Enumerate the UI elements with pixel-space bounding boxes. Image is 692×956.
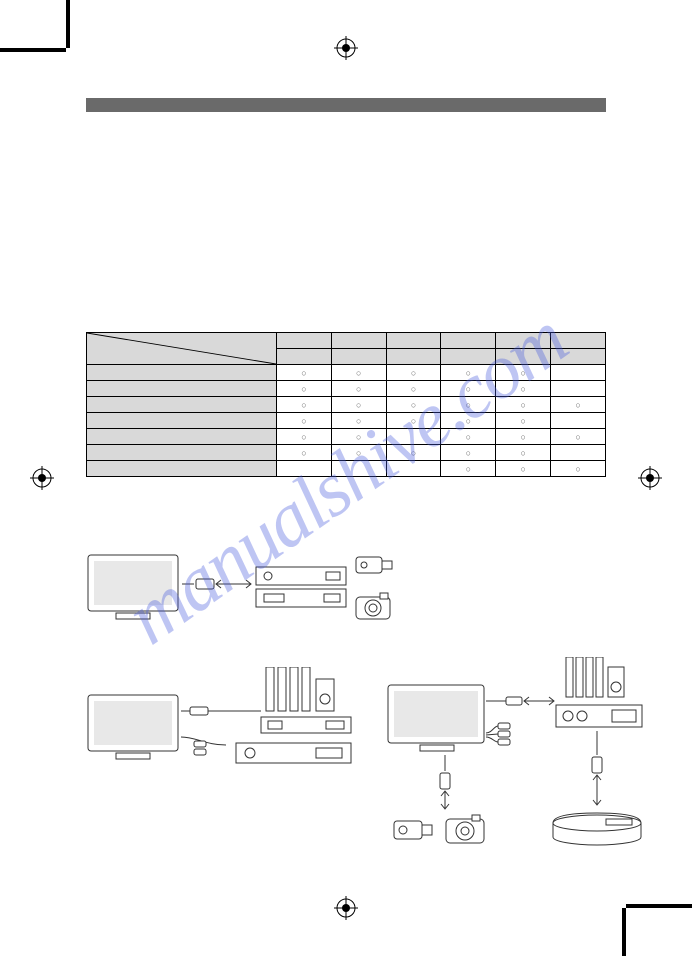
table-cell: ○	[441, 461, 496, 477]
table-cell: ○	[277, 397, 332, 413]
table-corner-cell	[87, 333, 277, 365]
connection-diagrams	[86, 547, 606, 877]
table-col-subheader	[496, 349, 551, 365]
table-cell: ○	[331, 365, 386, 381]
table-cell: ○	[441, 381, 496, 397]
table-cell	[277, 461, 332, 477]
table-cell: ○	[496, 429, 551, 445]
table-row-label	[87, 365, 277, 381]
crop-mark	[0, 48, 66, 52]
table-cell	[551, 413, 606, 429]
table-cell: ○	[496, 413, 551, 429]
diagram-tv-to-players	[86, 547, 406, 637]
table-cell: ○	[386, 445, 441, 461]
table-cell: ○	[551, 461, 606, 477]
table-col-subheader	[441, 349, 496, 365]
table-col-header	[441, 333, 496, 349]
table-cell	[386, 429, 441, 445]
table-col-subheader	[277, 349, 332, 365]
table-cell: ○	[331, 381, 386, 397]
table-row-label	[87, 397, 277, 413]
table-cell: ○	[386, 397, 441, 413]
table-row-label	[87, 429, 277, 445]
table-col-subheader	[386, 349, 441, 365]
table-cell: ○	[441, 413, 496, 429]
table-cell: ○	[441, 429, 496, 445]
table-cell: ○	[441, 365, 496, 381]
table-cell: ○	[551, 429, 606, 445]
diagram-tv-to-amp-system	[386, 657, 646, 877]
table-col-header	[496, 333, 551, 349]
table-cell: ○	[496, 365, 551, 381]
table-cell	[551, 381, 606, 397]
table-col-subheader	[551, 349, 606, 365]
crop-mark	[66, 0, 70, 48]
table-cell: ○	[277, 381, 332, 397]
table-col-subheader	[331, 349, 386, 365]
table-cell: ○	[496, 445, 551, 461]
table-cell: ○	[331, 397, 386, 413]
header-bar	[86, 98, 606, 112]
feature-compatibility-table: ○○○○○○○○○○○○○○○○○○○○○○○○○○○○○○○○○○	[86, 332, 606, 477]
table-cell: ○	[496, 381, 551, 397]
crop-mark	[626, 904, 692, 908]
table-cell: ○	[277, 413, 332, 429]
table-col-header	[551, 333, 606, 349]
registration-mark-icon	[638, 466, 662, 490]
table-cell: ○	[386, 381, 441, 397]
table-row-label	[87, 461, 277, 477]
table-cell: ○	[496, 461, 551, 477]
table-cell: ○	[386, 365, 441, 381]
table-cell	[551, 365, 606, 381]
diagram-tv-to-theatre	[86, 667, 376, 797]
table-row-label	[87, 413, 277, 429]
page-content: ○○○○○○○○○○○○○○○○○○○○○○○○○○○○○○○○○○	[66, 48, 626, 908]
crop-mark	[622, 908, 626, 956]
table-cell: ○	[441, 445, 496, 461]
table-row-label	[87, 381, 277, 397]
table-col-header	[277, 333, 332, 349]
table-cell: ○	[331, 445, 386, 461]
table-col-header	[331, 333, 386, 349]
table-cell	[331, 461, 386, 477]
table-cell: ○	[331, 413, 386, 429]
table-cell: ○	[331, 429, 386, 445]
table-cell: ○	[277, 429, 332, 445]
table-cell: ○	[551, 397, 606, 413]
table-cell	[386, 461, 441, 477]
table-cell: ○	[441, 397, 496, 413]
table-cell	[551, 445, 606, 461]
table-cell: ○	[277, 445, 332, 461]
table-col-header	[386, 333, 441, 349]
table-cell: ○	[496, 397, 551, 413]
registration-mark-icon	[30, 466, 54, 490]
table-cell: ○	[386, 413, 441, 429]
table-row-label	[87, 445, 277, 461]
table-cell: ○	[277, 365, 332, 381]
